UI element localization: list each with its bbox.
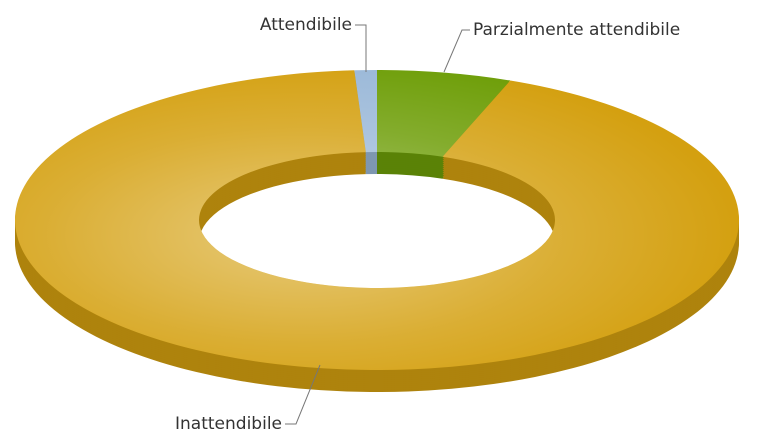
leader-line [285,364,321,425]
slice-label: Attendibile [260,15,352,35]
slice-label: Parzialmente attendibile [473,20,680,40]
leader-line [443,29,470,73]
leader-line [355,24,367,72]
slice-label: Inattendibile [175,414,282,434]
shine [15,70,739,370]
